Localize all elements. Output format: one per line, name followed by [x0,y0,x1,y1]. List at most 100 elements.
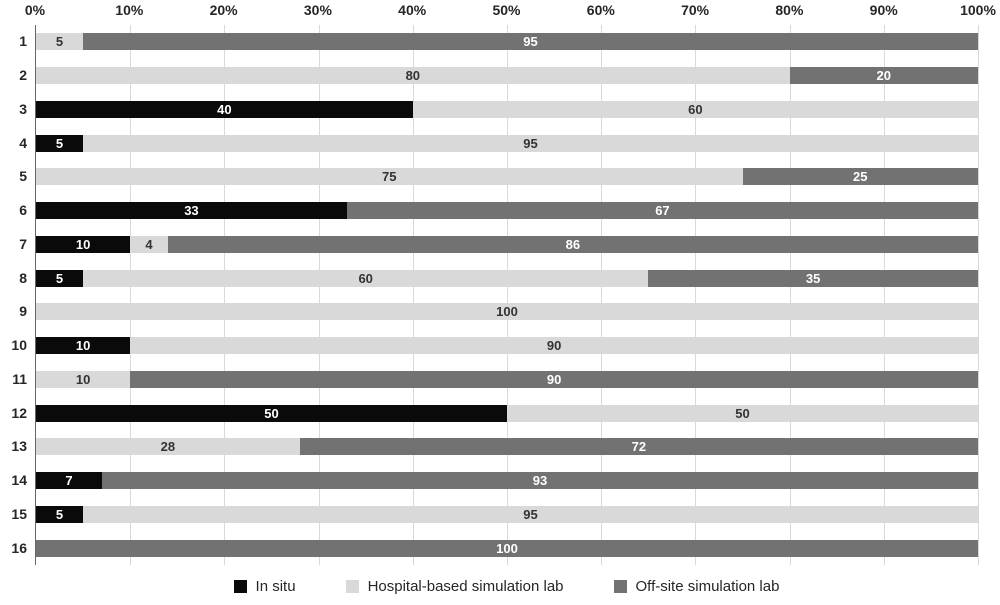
gridline [601,25,603,565]
chart-row: 6 33 67 [19,202,978,220]
data-label: 95 [523,506,538,522]
x-axis-tick: 60% [586,2,615,18]
data-label: 60 [688,101,703,117]
gridline [507,25,508,565]
data-label: 20 [876,68,892,84]
data-label: 67 [655,203,670,219]
category-label: 15 [11,505,27,522]
x-axis-tick: 50% [492,2,521,18]
gridline [224,25,226,565]
bar-segment-hospital-based-simulation-lab: 28 [36,438,300,456]
bar-segment-off-site-simulation-lab: 93 [101,472,978,490]
legend-label: In situ [255,577,296,595]
x-axis-tick: 90% [869,2,898,18]
bar-segment-off-site-simulation-lab: 25 [742,168,978,186]
data-label: 10 [75,236,91,252]
legend-item-in-situ: In situ [233,577,296,595]
chart-row: 5 75 25 [19,168,978,186]
category-label: 12 [11,404,27,421]
data-label: 33 [184,203,199,219]
x-axis: 0% 10% 20% 30% 40% 50% 60% 70% 80% 90% 100% [25,0,996,24]
category-label: 2 [19,67,27,84]
bar-segment-in-situ: 40 [36,100,413,118]
bar-segment-in-situ: 5 [36,505,84,523]
gridline [412,25,414,565]
bar-segment-in-situ: 10 [36,337,131,355]
data-label: 4 [145,236,153,252]
category-label: 10 [11,337,27,354]
bar-segment-hospital-based-simulation-lab: 5 [36,33,84,51]
bar-segment-in-situ: 5 [36,134,84,152]
chart-row: 3 40 60 [19,100,978,118]
data-label: 7 [65,473,73,489]
chart-row: 8 5 60 35 [19,269,978,287]
data-label: 95 [523,34,538,50]
data-label: 80 [405,68,421,84]
legend-swatch-off-site-simulation-lab [613,579,627,593]
data-label: 10 [75,371,91,387]
bar-segment-hospital-based-simulation-lab: 4 [130,235,168,253]
gridline [789,25,791,565]
data-label: 86 [565,236,581,252]
bar-segment-hospital-based-simulation-lab: 60 [412,100,978,118]
legend: In situ Hospital-based simulation lab Off-… [35,572,978,600]
data-label: 25 [853,169,868,185]
x-axis-tick: 30% [303,2,332,18]
chart-row: 4 5 95 [19,134,978,152]
bar-segment-in-situ: 10 [36,235,131,253]
data-label: 100 [496,540,518,556]
chart-row: 14 7 93 [11,472,978,490]
x-axis-tick: 40% [398,2,427,18]
chart-row: 9 100 [19,303,978,321]
data-label: 72 [631,439,647,455]
chart-row: 7 10 4 86 [19,235,978,253]
bar-segment-off-site-simulation-lab: 67 [346,202,978,220]
data-label: 40 [217,101,232,117]
category-label: 8 [19,269,27,286]
x-axis-tick: 80% [775,2,804,18]
bar-segment-off-site-simulation-lab: 95 [83,33,978,51]
category-label: 11 [12,370,27,387]
bar-segment-in-situ: 33 [36,202,347,220]
bar-segment-in-situ: 5 [36,269,84,287]
x-axis-tick: 10% [115,2,144,18]
category-label: 5 [19,168,27,185]
bar-segment-off-site-simulation-lab: 90 [130,370,978,388]
x-axis-tick: 70% [681,2,710,18]
category-label: 16 [11,539,27,556]
category-label: 14 [11,472,27,489]
legend-swatch-hospital-based-simulation-lab [345,579,359,593]
chart-row: 10 10 90 [11,337,978,355]
bar-segment-hospital-based-simulation-lab: 50 [507,404,978,422]
data-label: 28 [160,439,176,455]
data-label: 90 [546,371,562,387]
category-label: 3 [19,100,27,117]
x-axis-tick: 20% [209,2,238,18]
x-axis-tick: 0% [24,2,46,18]
data-label: 100 [496,304,518,320]
gridline [883,25,885,565]
x-axis-tick: 100% [960,2,996,18]
gridline [695,25,697,565]
category-label: 4 [19,134,27,151]
bar-segment-hospital-based-simulation-lab: 95 [83,134,978,152]
legend-swatch-in-situ [233,579,247,593]
bar-segment-off-site-simulation-lab: 20 [789,67,978,85]
category-label: 7 [19,235,27,252]
bar-segment-hospital-based-simulation-lab: 75 [36,168,743,186]
legend-label: Hospital-based simulation lab [367,577,564,595]
bar-segment-off-site-simulation-lab: 35 [648,269,978,287]
data-label: 10 [75,338,91,354]
bar-segment-hospital-based-simulation-lab: 60 [83,269,649,287]
chart-row: 1 5 95 [19,33,978,51]
data-label: 50 [735,405,750,421]
data-label: 75 [382,169,397,185]
data-label: 5 [55,34,64,50]
bar-segment-in-situ: 7 [36,472,102,490]
bar-segment-hospital-based-simulation-lab: 95 [83,505,978,523]
gridline [130,25,132,565]
bar-segment-hospital-based-simulation-lab: 90 [130,337,978,355]
plot-area: 1 5 95 2 80 20 3 40 60 4 5 95 5 75 25 6 33 67 7 10 4 86 8 5 60 35… [11,25,979,565]
bar-segment-hospital-based-simulation-lab: 100 [36,303,978,321]
category-label: 9 [19,303,27,320]
